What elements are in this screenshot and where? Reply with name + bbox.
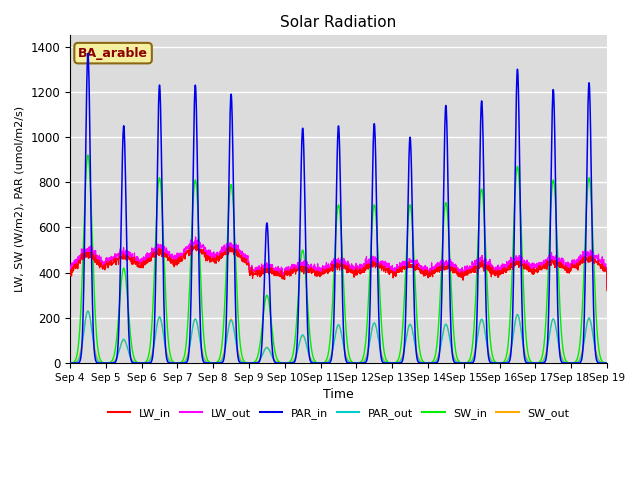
Title: Solar Radiation: Solar Radiation (280, 15, 397, 30)
X-axis label: Time: Time (323, 388, 354, 401)
Legend: LW_in, LW_out, PAR_in, PAR_out, SW_in, SW_out: LW_in, LW_out, PAR_in, PAR_out, SW_in, S… (103, 403, 574, 423)
Y-axis label: LW, SW (W/m2), PAR (umol/m2/s): LW, SW (W/m2), PAR (umol/m2/s) (15, 106, 25, 292)
Text: BA_arable: BA_arable (78, 47, 148, 60)
